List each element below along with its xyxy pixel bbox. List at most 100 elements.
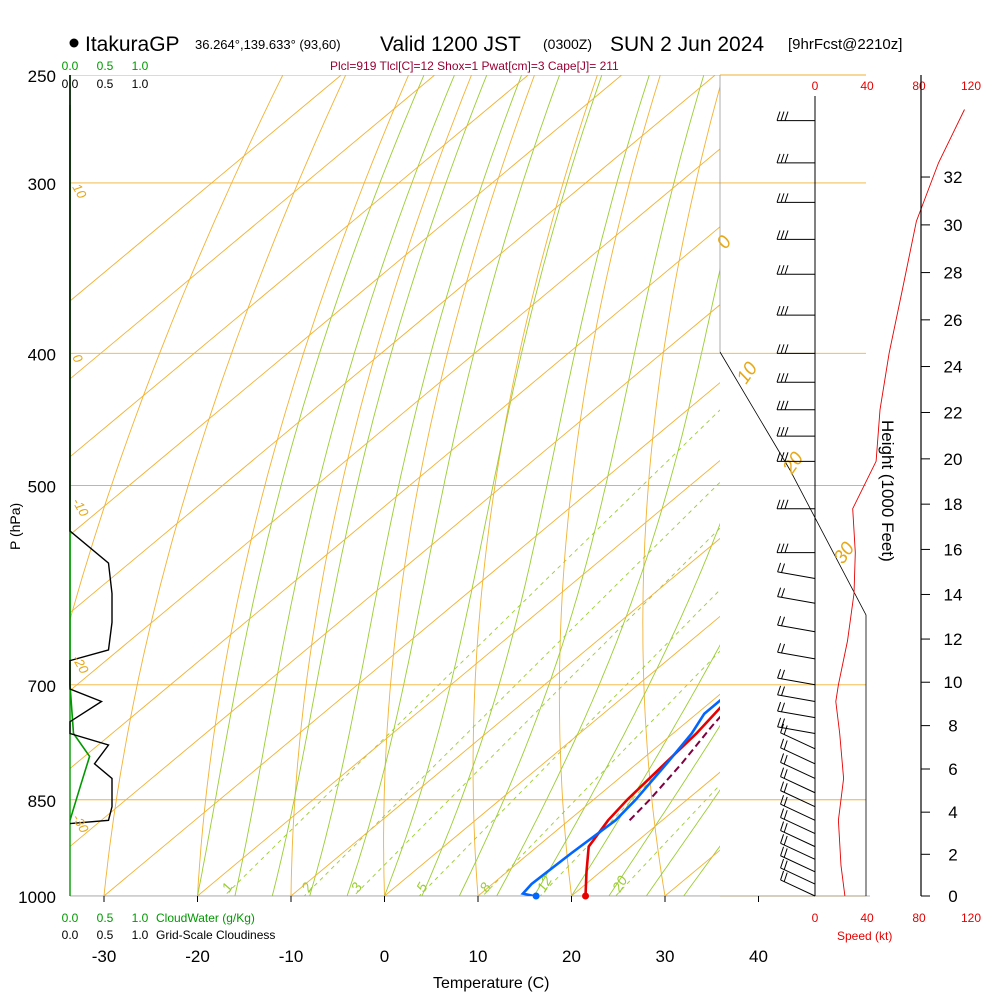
- dry-adiabat-label: 0: [713, 232, 737, 253]
- height-tick-label: 18: [944, 495, 963, 514]
- dry-adiabat-label: 20: [778, 448, 808, 479]
- wind-barb: [777, 717, 816, 734]
- barb-staff: [777, 677, 816, 686]
- isotherm-line: [384, 615, 720, 896]
- wind-barb: [776, 400, 815, 411]
- barb-flag: [780, 834, 785, 844]
- height-tick-label: 8: [948, 717, 957, 736]
- barb-flag: [780, 400, 785, 410]
- dry-adiabat-line: [642, 85, 720, 896]
- height-tick-label: 20: [944, 450, 963, 469]
- forecast-info: [9hrFcst@2210z]: [788, 36, 902, 53]
- wind-barb: [780, 753, 816, 779]
- height-tick-label: 30: [944, 216, 963, 235]
- wind-speed-tick-top: 0: [812, 79, 819, 93]
- barb-flag: [783, 823, 788, 833]
- sounding-traces: [520, 698, 720, 896]
- barb-flag: [784, 452, 789, 462]
- pressure-axis: 250 300 400 500 700 850 1000: [18, 67, 56, 907]
- pressure-tick-label: 500: [28, 478, 56, 497]
- temperature-tick-label: 0: [380, 947, 389, 966]
- barb-flag: [784, 153, 789, 164]
- temperature-tick-label: -30: [92, 947, 117, 966]
- isobars-wind-panel: [720, 74, 866, 897]
- barb-flag: [784, 499, 789, 509]
- cloudiness-tick-bottom: 0.5: [97, 928, 114, 942]
- wind-barb: [780, 808, 816, 835]
- wind-barb: [780, 781, 816, 808]
- dry-adiabat-line: [197, 75, 410, 896]
- barb-flag: [781, 616, 785, 626]
- dry-adiabat-line: [290, 75, 472, 896]
- barb-flag: [781, 563, 785, 573]
- isotherm-label: 10: [69, 181, 90, 202]
- dry-adiabat-label: 10: [733, 358, 763, 388]
- wind-speed-line: [835, 109, 965, 897]
- temperature-axis: -30 -20 -10 0 10 20 30 40: [92, 896, 768, 966]
- cloudiness-tick-top: 0.0: [62, 77, 79, 91]
- cloudwater-tick-top: 1.0: [132, 59, 149, 73]
- mixing-ratio-line: [615, 784, 720, 896]
- trace-parcel: [628, 715, 720, 821]
- barb-flag: [784, 400, 789, 410]
- mixing-ratio-line: [303, 481, 720, 896]
- moist-adiabat-line: [309, 75, 523, 896]
- barb-flag: [776, 153, 781, 164]
- moist-adiabat-line: [533, 522, 720, 896]
- cloud-panel-ticks: 0.0 0.0 0.5 0.5 1.0 1.0 0.0 0.0 0.5 0.5 1.0 1.0: [62, 59, 149, 942]
- mixing-ratio-line: [539, 707, 720, 896]
- wind-speed-tick-bottom: 120: [961, 911, 981, 925]
- temperature-tick-label: 30: [656, 947, 675, 966]
- station-name: ItakuraGP: [85, 33, 180, 56]
- barb-flag: [776, 543, 781, 553]
- pressure-tick-label: 700: [28, 677, 56, 696]
- wind-barb: [776, 373, 815, 383]
- header: ItakuraGP 36.264°,139.633° (93,60) Valid…: [69, 33, 902, 73]
- barb-flag: [780, 738, 785, 748]
- temperature-tick-label: 10: [469, 947, 488, 966]
- cloudiness-tick-top: 1.0: [132, 77, 149, 91]
- wind-barb: [780, 846, 816, 873]
- wind-barb: [777, 701, 816, 719]
- barb-flag: [780, 344, 785, 354]
- height-tick-label: 4: [948, 803, 957, 822]
- isotherm-line: [70, 75, 529, 458]
- barb-flag: [777, 685, 782, 696]
- moist-adiabat-line: [197, 75, 425, 896]
- barb-flag: [783, 860, 788, 870]
- barb-staff: [777, 694, 816, 702]
- wind-barb: [776, 543, 815, 554]
- barb-flag: [784, 373, 789, 383]
- height-tick-label: 24: [944, 358, 963, 377]
- wind-barb: [780, 858, 816, 885]
- wind-barb: [776, 111, 815, 122]
- wind-barb: [777, 587, 816, 604]
- temperature-tick-label: -20: [185, 947, 210, 966]
- cloudiness-tick-bottom: 0.0: [62, 928, 79, 942]
- wind-barb: [777, 615, 816, 633]
- barb-flag: [776, 373, 781, 383]
- barb-flag: [780, 153, 785, 164]
- wind-barb: [777, 685, 816, 702]
- wind-barb: [777, 562, 816, 579]
- barb-flag: [776, 344, 781, 354]
- height-tick-label: 12: [944, 630, 963, 649]
- barb-staff: [780, 879, 816, 897]
- barb-flag: [783, 835, 788, 846]
- barb-flag: [783, 872, 788, 882]
- utc-time: (0300Z): [543, 36, 592, 52]
- barb-flag: [780, 452, 785, 462]
- barb-flag: [780, 426, 785, 437]
- barb-flag: [783, 848, 788, 858]
- dry-adiabat-line: [558, 75, 661, 896]
- barb-staff: [780, 790, 816, 808]
- barb-flag: [783, 810, 788, 820]
- barb-flag: [781, 718, 785, 728]
- moist-adiabat-line: [496, 267, 720, 896]
- barb-staff: [780, 803, 816, 821]
- pressure-tick-label: 250: [28, 67, 56, 86]
- wind-barb: [776, 193, 815, 203]
